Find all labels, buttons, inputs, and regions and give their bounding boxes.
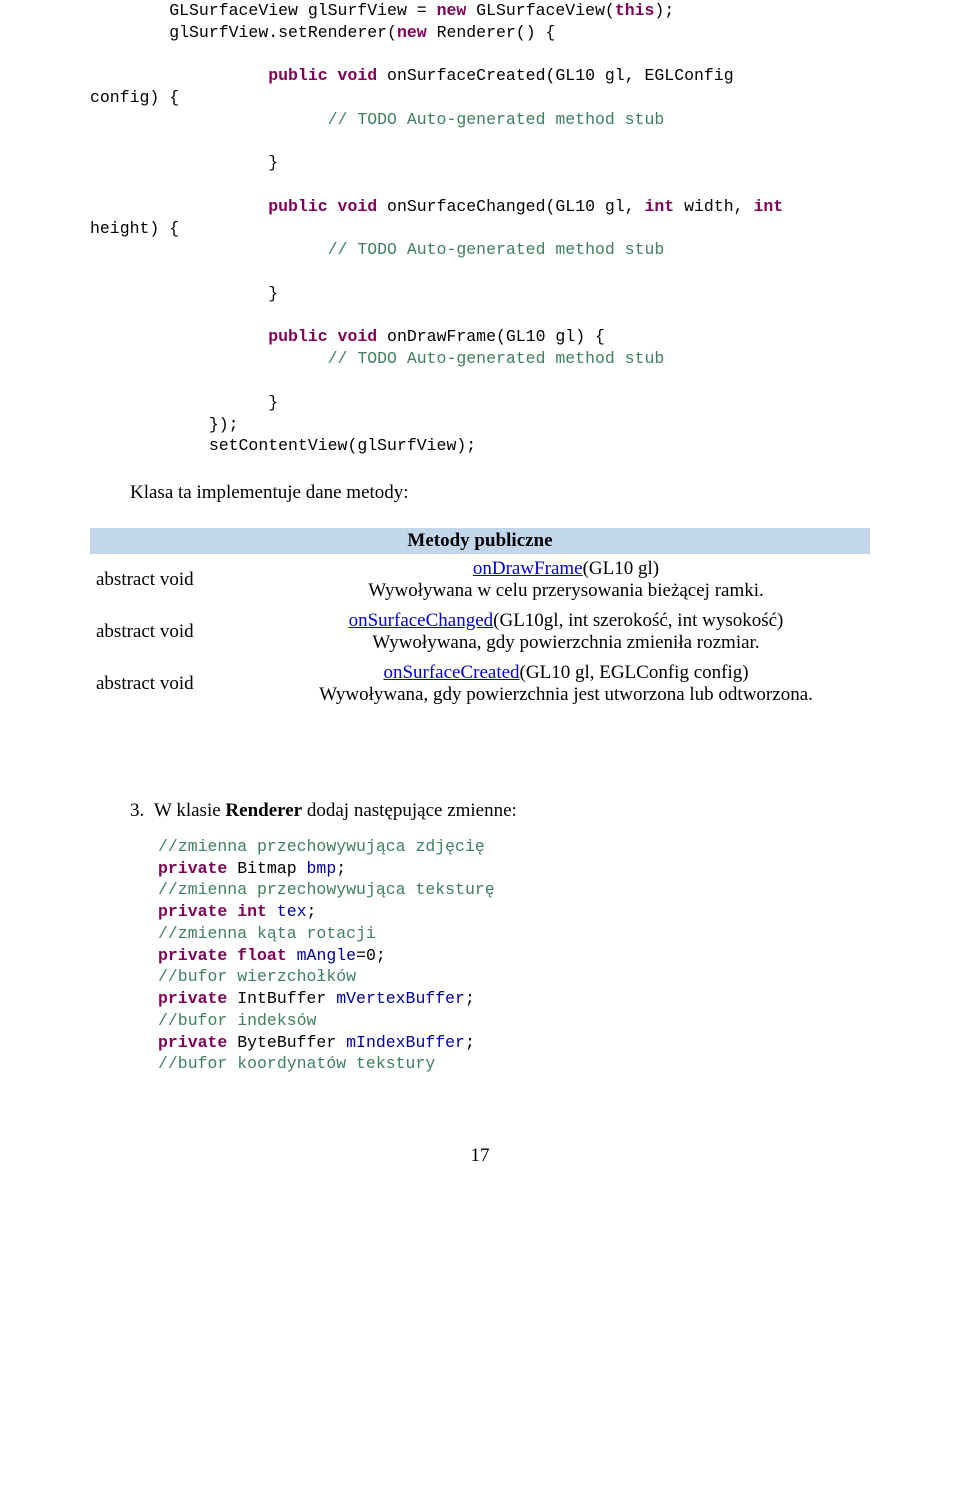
table-heading: Metody publiczne (90, 528, 870, 554)
method-cell: onSurfaceChanged(GL10gl, int szerokość, … (262, 606, 870, 658)
method-link[interactable]: onSurfaceChanged (349, 610, 494, 631)
step-3: 3.W klasie Renderer dodaj następujące zm… (130, 800, 870, 822)
code-block-2: //zmienna przechowywująca zdjęcię privat… (158, 836, 870, 1075)
method-cell: onDrawFrame(GL10 gl) Wywoływana w celu p… (262, 554, 870, 606)
page: GLSurfaceView glSurfView = new GLSurface… (0, 0, 960, 1207)
table-row: abstract void onDrawFrame(GL10 gl) Wywoł… (90, 554, 870, 606)
paragraph-intro: Klasa ta implementuje dane metody: (130, 481, 870, 506)
return-type: abstract void (90, 658, 262, 710)
table-row: abstract void onSurfaceChanged(GL10gl, i… (90, 606, 870, 658)
return-type: abstract void (90, 606, 262, 658)
page-number: 17 (90, 1145, 870, 1167)
method-link[interactable]: onSurfaceCreated (383, 662, 519, 683)
method-link[interactable]: onDrawFrame (473, 558, 583, 579)
code-block-1: GLSurfaceView glSurfView = new GLSurface… (90, 0, 870, 457)
return-type: abstract void (90, 554, 262, 606)
methods-table: Metody publiczne abstract void onDrawFra… (90, 528, 870, 710)
table-row: abstract void onSurfaceCreated(GL10 gl, … (90, 658, 870, 710)
method-cell: onSurfaceCreated(GL10 gl, EGLConfig conf… (262, 658, 870, 710)
